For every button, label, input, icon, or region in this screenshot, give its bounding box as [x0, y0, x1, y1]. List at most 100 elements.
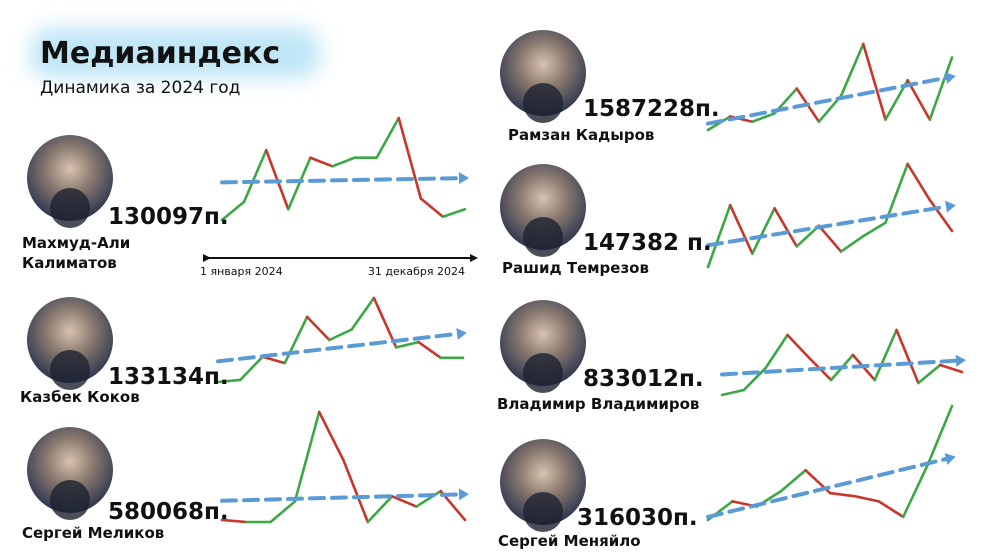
score: 316030п. — [577, 505, 698, 531]
trend-segment — [342, 459, 370, 524]
trend-segment — [220, 200, 246, 222]
trend-segment — [779, 468, 807, 493]
trend-segment — [309, 156, 334, 168]
trend-segment — [331, 156, 356, 168]
trend-segment — [293, 410, 321, 503]
trend-segment — [938, 363, 964, 374]
trend-segment — [216, 378, 242, 384]
score: 1587228п. — [583, 96, 720, 122]
trend-segment — [795, 224, 821, 248]
score: 580068п. — [108, 499, 229, 525]
trend-segment — [372, 296, 398, 349]
trend-fit — [720, 358, 958, 377]
timeline-end: 31 декабря 2024 — [368, 265, 465, 278]
title: Медиаиндекс — [40, 36, 280, 71]
trend-segment — [286, 156, 312, 211]
person-name: Владимир Владимиров — [497, 395, 699, 413]
photo — [500, 300, 586, 386]
trend-segment — [417, 340, 443, 360]
trend-segment — [853, 494, 881, 503]
timeline-start: 1 января 2024 — [200, 265, 283, 278]
trend-segment — [375, 116, 401, 160]
photo-suit — [523, 83, 563, 123]
trend-segment — [751, 206, 776, 255]
person-name: Рашид Темрезов — [502, 259, 649, 277]
photo-suit — [50, 350, 90, 390]
trend-segment — [906, 162, 932, 202]
trend-segment — [861, 221, 887, 238]
person-name: Казбек Коков — [20, 388, 140, 406]
person-name: Сергей Меняйло — [498, 532, 641, 550]
person-name: Калиматов — [22, 254, 117, 272]
trend-segment — [786, 333, 811, 360]
title-glow — [30, 28, 320, 78]
trend-fit-arrow — [944, 453, 956, 465]
trend-segment — [317, 410, 345, 462]
trend-segment — [397, 116, 423, 200]
trend-segment — [220, 518, 248, 524]
trend-segment — [415, 489, 443, 508]
trend-segment — [764, 333, 789, 370]
photo-suit — [523, 353, 563, 393]
trend-segment — [305, 315, 331, 342]
trend-segment — [394, 340, 420, 349]
person-name: Рамзан Кадыров — [508, 126, 654, 144]
subtitle: Динамика за 2024 год — [40, 78, 240, 98]
trend-segment — [728, 203, 754, 255]
trend-segment — [350, 296, 376, 331]
person-name: Сергей Меликов — [22, 524, 164, 542]
photo — [27, 135, 113, 221]
score: 130097п. — [108, 204, 229, 230]
trend-segment — [238, 355, 264, 382]
photo — [27, 297, 113, 383]
trend-segment — [269, 500, 297, 524]
trend-segment — [895, 328, 920, 385]
trend-segment — [773, 206, 799, 248]
trend-fit — [706, 456, 948, 519]
trend-segment — [742, 366, 767, 392]
trend-fit — [220, 492, 461, 503]
trend-segment — [242, 148, 268, 204]
trend-segment — [839, 42, 865, 98]
trend-fit — [706, 75, 948, 126]
photo-suit — [523, 492, 563, 532]
trend-segment — [828, 491, 856, 498]
trend-segment — [706, 203, 732, 269]
photo — [500, 164, 586, 250]
trend-segment — [328, 328, 353, 342]
trend-fit-arrow — [458, 488, 469, 501]
trend-segment — [839, 234, 865, 253]
trend-segment — [283, 315, 309, 365]
trend-segment — [366, 494, 394, 524]
trend-segment — [884, 162, 909, 225]
trend-segment — [261, 355, 287, 365]
trend-fit-arrow — [945, 200, 956, 213]
score: 147382 п. — [583, 230, 712, 256]
trend-fit-arrow — [458, 172, 469, 185]
person-name: Махмуд-Али — [22, 234, 130, 252]
trend-segment — [873, 328, 898, 382]
trend-segment — [817, 224, 843, 253]
trend-segment — [917, 363, 942, 385]
score: 133134п. — [108, 364, 229, 390]
trend-fit — [216, 331, 459, 364]
photo-suit — [50, 188, 90, 228]
photo-suit — [50, 480, 90, 520]
trend-segment — [419, 197, 445, 219]
trend-fit — [220, 176, 461, 185]
trend-fit-arrow — [456, 327, 467, 340]
trend-fit — [706, 204, 948, 248]
trend-segment — [751, 112, 776, 124]
trend-segment — [441, 207, 467, 219]
trend-fit-arrow — [944, 71, 956, 84]
trend-segment — [861, 42, 887, 121]
trend-fit-arrow — [955, 354, 966, 367]
trend-segment — [926, 404, 954, 467]
photo — [500, 30, 586, 116]
trend-segment — [928, 56, 954, 121]
trend-segment — [901, 463, 929, 519]
score: 833012п. — [583, 366, 704, 392]
trend-segment — [877, 500, 905, 519]
trend-segment — [720, 388, 746, 397]
